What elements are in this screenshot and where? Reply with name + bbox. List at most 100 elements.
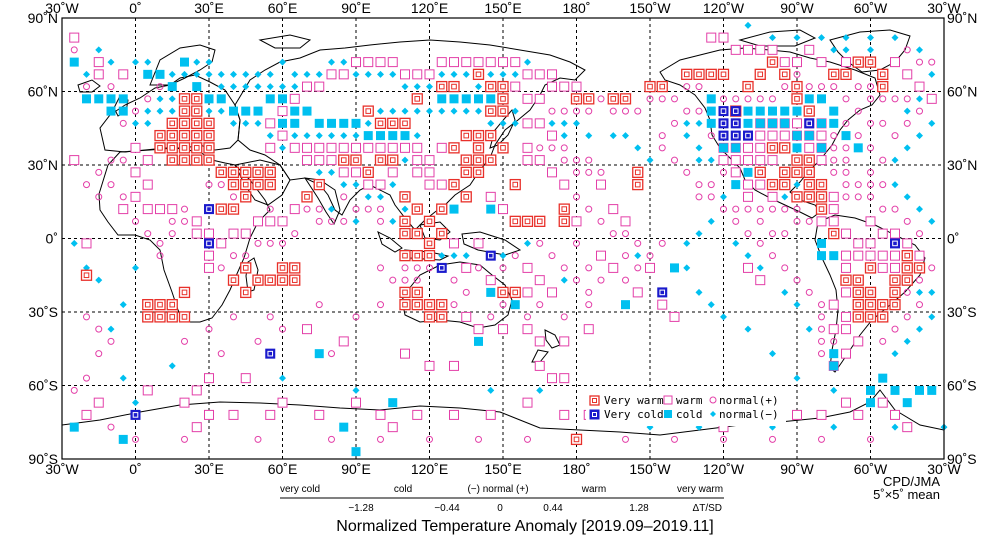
very-warm-marker-inner bbox=[181, 132, 188, 139]
very-warm-marker-inner bbox=[206, 120, 212, 127]
normal-plus-marker bbox=[511, 252, 519, 260]
very-cold-marker-inner bbox=[732, 108, 739, 114]
warm-marker bbox=[841, 348, 851, 359]
cold-marker bbox=[253, 106, 263, 116]
normal-minus-marker bbox=[230, 70, 237, 78]
warm-marker bbox=[498, 204, 508, 215]
normal-minus-marker bbox=[744, 252, 752, 260]
warm-marker bbox=[816, 216, 827, 227]
very-warm-marker bbox=[436, 311, 448, 323]
very-warm-marker-inner bbox=[267, 169, 274, 176]
very-warm-marker bbox=[693, 68, 705, 80]
normal-minus-marker bbox=[499, 70, 507, 78]
normal-plus-marker bbox=[622, 107, 629, 115]
scale-very-warm: very warm bbox=[677, 484, 723, 495]
cold-marker bbox=[486, 287, 496, 297]
lat-label-left: 90˚S bbox=[28, 451, 58, 467]
very-warm-marker bbox=[423, 298, 436, 311]
normal-minus-marker bbox=[168, 107, 176, 115]
very-warm-marker-inner bbox=[181, 157, 188, 163]
very-cold-marker-inner bbox=[720, 120, 727, 127]
very-warm-marker-inner bbox=[230, 169, 237, 176]
normal-plus-marker bbox=[916, 230, 923, 238]
lon-label-bottom: 90˚W bbox=[780, 461, 814, 477]
normal-minus-marker bbox=[193, 70, 201, 78]
warm-marker bbox=[191, 385, 202, 396]
very-warm-marker-inner bbox=[879, 314, 886, 320]
warm-marker bbox=[559, 373, 570, 384]
very-warm-marker-inner bbox=[855, 59, 862, 65]
warm-marker bbox=[387, 422, 398, 433]
normal-minus-marker bbox=[95, 276, 103, 284]
warm-marker bbox=[412, 409, 423, 420]
warm-marker bbox=[338, 142, 349, 153]
normal-plus-marker bbox=[144, 95, 152, 103]
normal-plus-marker bbox=[879, 95, 887, 103]
warm-marker bbox=[547, 373, 557, 384]
warm-marker bbox=[449, 57, 459, 68]
warm-marker bbox=[485, 57, 496, 68]
very-warm-marker bbox=[423, 237, 436, 250]
scale-warm: warm bbox=[581, 484, 606, 495]
very-warm-marker bbox=[485, 129, 497, 142]
very-warm-marker-inner bbox=[475, 145, 482, 151]
very-warm-marker-inner bbox=[267, 181, 274, 188]
normal-plus-marker bbox=[585, 168, 593, 176]
lon-label-bottom: 60˚E bbox=[268, 461, 298, 477]
very-warm-marker-inner bbox=[291, 265, 298, 271]
very-warm-marker-inner bbox=[193, 108, 200, 114]
very-warm-marker bbox=[460, 154, 472, 166]
warm-marker bbox=[93, 397, 104, 408]
lon-label-top: 30˚E bbox=[194, 0, 224, 16]
normal-minus-marker bbox=[426, 107, 433, 115]
warm-marker bbox=[926, 93, 937, 104]
very-warm-marker bbox=[766, 178, 779, 191]
very-warm-marker-inner bbox=[438, 230, 445, 237]
very-warm-marker-inner bbox=[536, 218, 543, 225]
warm-marker bbox=[841, 228, 851, 239]
normal-plus-marker bbox=[107, 337, 115, 345]
credit-label: CPD/JMA bbox=[883, 474, 940, 489]
normal-minus-marker bbox=[168, 70, 176, 78]
normal-plus-marker bbox=[683, 107, 691, 115]
normal-plus-marker bbox=[891, 132, 899, 140]
normal-plus-marker bbox=[168, 230, 176, 238]
warm-marker bbox=[571, 81, 582, 92]
very-warm-marker-inner bbox=[402, 289, 408, 296]
cold-marker bbox=[180, 57, 189, 67]
normal-plus-marker bbox=[622, 230, 629, 238]
normal-plus-marker bbox=[462, 288, 470, 296]
normal-minus-marker bbox=[707, 156, 715, 164]
normal-plus-marker bbox=[279, 239, 286, 247]
normal-minus-marker bbox=[928, 288, 936, 296]
normal-plus-marker bbox=[364, 205, 372, 213]
warm-marker bbox=[914, 81, 925, 92]
very-warm-marker bbox=[203, 142, 215, 154]
normal-minus-marker bbox=[340, 132, 348, 140]
very-warm-marker-inner bbox=[634, 169, 641, 176]
very-warm-marker bbox=[877, 80, 889, 93]
warm-marker bbox=[485, 191, 496, 202]
warm-marker bbox=[204, 409, 214, 420]
scale-threshold-3: 0 bbox=[497, 503, 503, 514]
warm-marker bbox=[559, 179, 570, 190]
cold-marker bbox=[265, 94, 275, 104]
very-warm-marker-inner bbox=[181, 145, 188, 151]
normal-minus-marker bbox=[401, 83, 409, 91]
very-cold-marker bbox=[743, 130, 753, 141]
normal-plus-marker bbox=[818, 350, 825, 358]
normal-plus-marker bbox=[156, 83, 164, 91]
normal-plus-marker bbox=[658, 239, 666, 247]
normal-minus-marker bbox=[867, 46, 874, 54]
cold-marker bbox=[69, 57, 79, 67]
very-warm-marker-inner bbox=[720, 71, 727, 78]
normal-minus-marker bbox=[328, 58, 335, 66]
normal-minus-marker bbox=[732, 239, 740, 247]
lat-label-right: 30˚S bbox=[947, 304, 977, 320]
normal-plus-marker bbox=[756, 239, 764, 247]
normal-minus-marker bbox=[119, 301, 127, 309]
normal-minus-marker bbox=[132, 399, 139, 407]
normal-plus-marker bbox=[560, 107, 568, 115]
very-cold-marker-inner bbox=[745, 132, 751, 139]
very-warm-marker bbox=[497, 80, 509, 93]
